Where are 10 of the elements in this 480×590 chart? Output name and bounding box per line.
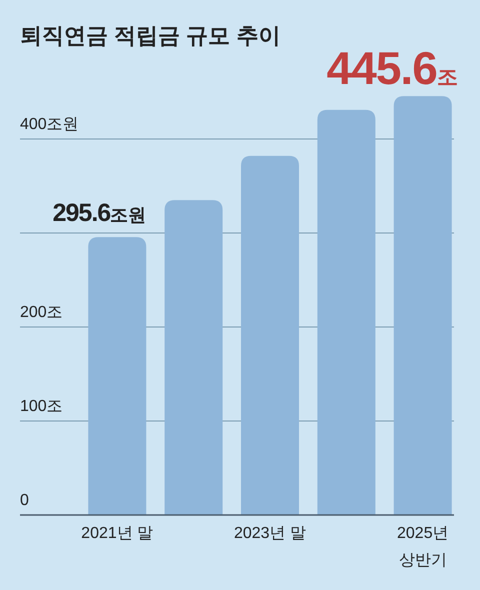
x-tick-label: 2021년 말 (81, 525, 154, 542)
x-tick-label: 2025년 상반기 (397, 525, 449, 569)
title: 퇴직연금 적립금 규모 추이 (20, 23, 280, 48)
y-tick-label: 200조 (20, 304, 63, 321)
y-tick-label: 100조 (20, 398, 63, 415)
y-tick-label: 0 (20, 492, 29, 509)
y-tick-label: 400조원 (20, 116, 79, 133)
data-label: 295.6조원 (52, 199, 146, 228)
data-label: 445.6조 (326, 42, 458, 94)
x-tick-label: 2023년 말 (234, 525, 306, 542)
